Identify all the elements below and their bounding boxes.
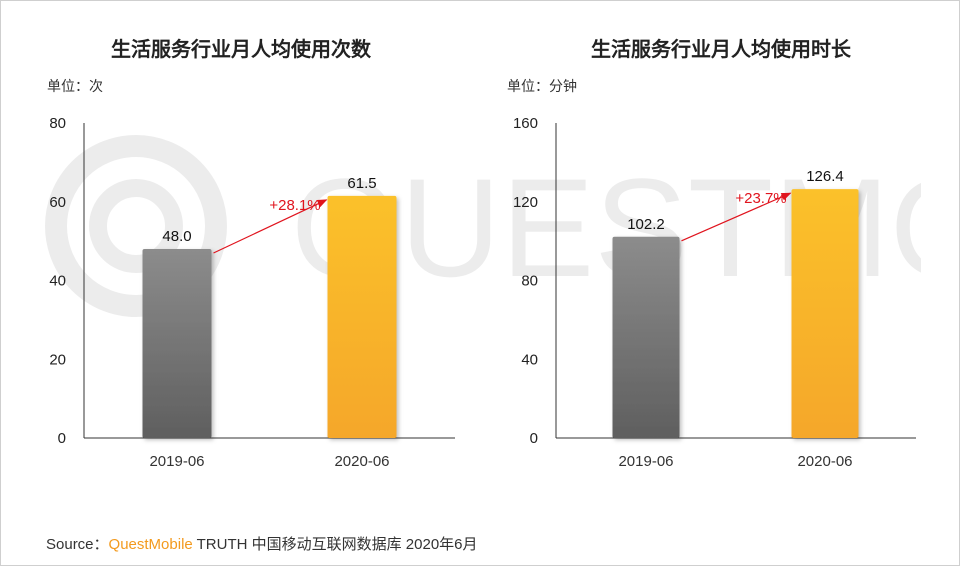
chart-usage-count: 生活服务行业月人均使用次数 单位：次 0 20 40 60 80 48.0 2019-06 6… <box>1 1 481 501</box>
bar-value-label: 102.2 <box>627 216 665 233</box>
growth-arrow <box>681 192 792 242</box>
chart-title: 生活服务行业月人均使用次数 <box>111 39 371 61</box>
y-tick-label: 0 <box>530 430 538 447</box>
y-tick-label: 40 <box>521 351 538 368</box>
growth-label: +28.1% <box>269 197 320 214</box>
y-tick-label: 20 <box>49 351 66 368</box>
y-tick-label: 40 <box>49 273 66 290</box>
y-tick-label: 120 <box>513 194 538 211</box>
chart-title: 生活服务行业月人均使用时长 <box>591 39 851 61</box>
source-note: Source：QuestMobile TRUTH 中国移动互联网数据库 2020… <box>46 533 478 554</box>
bar-value-label: 61.5 <box>347 175 376 192</box>
growth-label: +23.7% <box>735 190 786 207</box>
y-tick-label: 60 <box>49 194 66 211</box>
chart-plot-usage-count: 0 20 40 60 80 48.0 2019-06 61.5 2020-06 +28.1% <box>49 115 455 470</box>
y-tick-label: 80 <box>521 273 538 290</box>
x-tick-label: 2019-06 <box>149 453 204 470</box>
x-tick-label: 2020-06 <box>334 453 389 470</box>
unit-label: 单位：次 <box>47 78 103 94</box>
bar-2020-06 <box>327 195 397 438</box>
x-tick-label: 2019-06 <box>618 453 673 470</box>
source-rest: TRUTH 中国移动互联网数据库 2020年6月 <box>192 536 478 553</box>
bar-value-label: 126.4 <box>806 168 844 185</box>
chart-plot-usage-duration: 0 40 80 120 160 102.2 2019-06 126.4 2020-06 +23.7… <box>513 115 916 470</box>
y-tick-label: 80 <box>49 115 66 132</box>
bar-2019-06 <box>612 236 680 438</box>
y-tick-label: 160 <box>513 115 538 132</box>
bar-2019-06 <box>142 249 212 438</box>
source-brand: QuestMobile <box>108 536 193 553</box>
unit-label: 单位：分钟 <box>507 78 577 94</box>
chart-usage-duration: 生活服务行业月人均使用时长 单位：分钟 0 40 80 120 160 102.2 2019… <box>481 1 959 501</box>
source-prefix: Source： <box>46 536 109 553</box>
growth-arrow <box>213 199 328 254</box>
bar-value-label: 48.0 <box>162 228 191 245</box>
bar-2020-06 <box>791 189 859 438</box>
x-tick-label: 2020-06 <box>797 453 852 470</box>
y-tick-label: 0 <box>58 430 66 447</box>
